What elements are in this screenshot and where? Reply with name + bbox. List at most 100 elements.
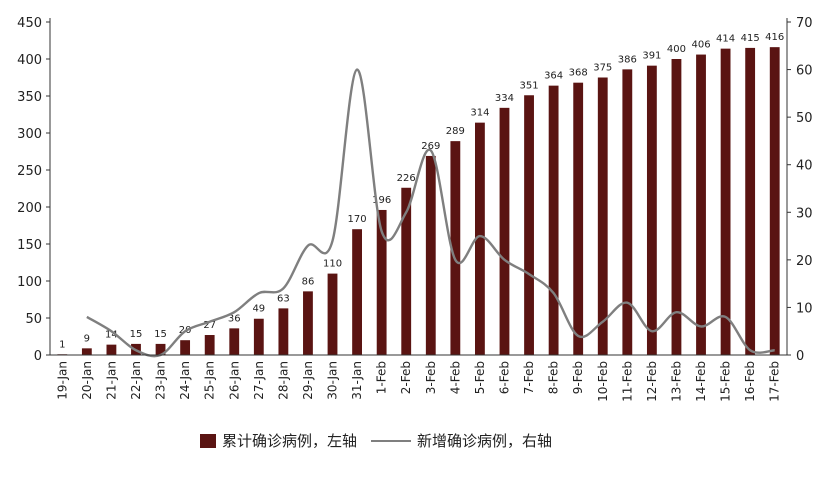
bar [573, 82, 584, 356]
bar [425, 155, 436, 355]
right-tick-label: 20 [796, 254, 813, 269]
bar-data-label: 86 [302, 276, 315, 287]
left-tick-label: 400 [17, 53, 42, 68]
x-tick-label: 20-Jan [80, 361, 94, 400]
x-tick-label: 29-Jan [301, 361, 315, 400]
left-axis: 0 50 100 150 200 250 300 350 400 450 [17, 16, 51, 364]
x-tick-label: 27-Jan [252, 361, 266, 400]
right-tick-label: 60 [796, 64, 813, 79]
bar [499, 107, 510, 355]
bar [548, 85, 559, 355]
bar [81, 348, 92, 355]
x-tick-label: 11-Feb [620, 361, 634, 402]
left-tick-label: 300 [17, 127, 42, 142]
bar [106, 344, 117, 355]
right-axis: 0 10 20 30 40 50 60 70 [786, 16, 813, 364]
bar [155, 343, 166, 355]
x-tick-label: 30-Jan [326, 361, 340, 400]
bar-data-label: 15 [130, 329, 143, 340]
legend-bar-label: 累计确诊病例，左轴 [222, 432, 358, 450]
bar-data-label: 269 [421, 141, 440, 152]
x-tick-label: 7-Feb [522, 361, 536, 394]
left-tick-label: 450 [17, 16, 42, 31]
bar [180, 340, 191, 355]
x-tick-label: 4-Feb [448, 361, 462, 394]
x-tick-label: 1-Feb [375, 361, 389, 394]
bar [229, 328, 240, 355]
left-tick-label: 200 [17, 201, 42, 216]
bar-data-label: 289 [446, 126, 465, 137]
bar [450, 141, 461, 355]
x-tick-label: 17-Feb [768, 361, 782, 402]
x-tick-label: 3-Feb [424, 361, 438, 394]
x-tick-label: 28-Jan [276, 361, 290, 400]
bar-data-label: 15 [154, 329, 167, 340]
bar-data-label: 49 [252, 304, 265, 315]
x-tick-label: 5-Feb [473, 361, 487, 394]
x-tick-label: 15-Feb [719, 361, 733, 402]
right-tick-label: 0 [796, 349, 804, 364]
bar [622, 69, 633, 356]
left-tick-label: 0 [34, 349, 42, 364]
bar-series [57, 47, 780, 356]
bar-data-label: 415 [741, 33, 760, 44]
bar-data-label: 226 [397, 173, 416, 184]
bar [253, 318, 264, 355]
x-tick-label: 19-Jan [55, 361, 69, 400]
bar [745, 47, 756, 356]
bar-data-label: 351 [520, 80, 539, 91]
right-tick-label: 70 [796, 16, 813, 31]
x-tick-label: 31-Jan [350, 361, 364, 400]
bar-data-label: 364 [544, 71, 563, 82]
x-tick-label: 23-Jan [154, 361, 168, 400]
bar-data-label: 414 [716, 34, 735, 45]
right-tick-label: 10 [796, 301, 813, 316]
legend-line-label: 新增确诊病例，右轴 [417, 432, 553, 450]
bar [204, 335, 215, 355]
left-tick-label: 150 [17, 238, 42, 253]
x-tick-label: 26-Jan [227, 361, 241, 400]
bar-data-label: 170 [348, 214, 367, 225]
bar-data-label: 110 [323, 259, 342, 270]
bar-data-label: 386 [618, 54, 637, 65]
bar-data-label: 63 [277, 293, 290, 304]
x-tick-label: 10-Feb [596, 361, 610, 402]
bar-data-label: 416 [765, 32, 784, 43]
left-tick-label: 100 [17, 275, 42, 290]
bar-data-label: 1 [59, 339, 65, 350]
bar [376, 209, 387, 355]
bar [303, 291, 313, 355]
right-tick-label: 40 [796, 159, 813, 174]
legend-line-swatch [371, 439, 412, 442]
bar [278, 308, 289, 355]
right-tick-label: 50 [796, 111, 813, 126]
bar-data-label: 406 [691, 40, 710, 51]
bar [327, 273, 338, 355]
line-series [86, 68, 775, 358]
bar [671, 59, 682, 355]
bar-data-label: 314 [470, 108, 489, 119]
x-tick-label: 24-Jan [178, 361, 192, 400]
right-tick-label: 30 [796, 206, 813, 221]
x-tick-label: 2-Feb [399, 361, 413, 394]
x-tick-label: 16-Feb [743, 361, 757, 402]
x-axis: 19-Jan 20-Jan 21-Jan 22-Jan 23-Jan 24-Jan 25-J… [50, 354, 787, 402]
bar [597, 77, 608, 355]
chart: 0 50 100 150 200 250 300 350 400 450 0 10 20 30 40 50 6… [17, 16, 813, 402]
bar-data-labels: 19 14 15 15 20 273649638611017019622626928931… [59, 32, 784, 350]
bar [401, 187, 412, 355]
bar-data-label: 9 [84, 333, 90, 344]
x-tick-label: 13-Feb [669, 361, 683, 402]
bar-data-label: 400 [667, 44, 686, 55]
bar [352, 229, 362, 355]
x-tick-label: 6-Feb [497, 361, 511, 394]
bar [475, 122, 485, 355]
bar-data-label: 196 [372, 195, 391, 206]
x-tick-label: 22-Jan [129, 361, 143, 400]
bar-data-label: 36 [228, 313, 241, 324]
bar [524, 95, 534, 355]
left-tick-label: 250 [17, 164, 42, 179]
bar-data-label: 375 [593, 63, 612, 74]
bar-data-label: 27 [203, 320, 216, 331]
bar-data-label: 368 [569, 68, 588, 79]
